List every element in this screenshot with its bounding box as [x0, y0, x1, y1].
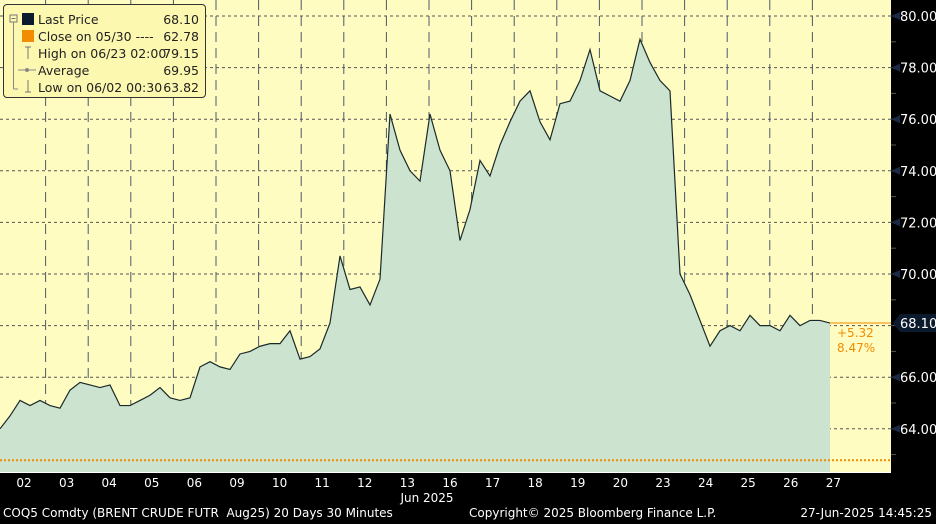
x-tick-label: 06 [187, 476, 202, 490]
price-area [0, 39, 830, 472]
x-tick-label: 27 [826, 476, 841, 490]
y-tick [891, 270, 900, 278]
legend-label: Last Price [38, 12, 99, 27]
x-tick-label: 16 [442, 476, 457, 490]
x-tick-label: 03 [59, 476, 74, 490]
last-price-marker [893, 314, 936, 333]
y-tick-label: 66.00 [900, 371, 936, 386]
legend-value: 62.78 [163, 29, 199, 44]
legend-value: 69.95 [163, 63, 199, 78]
y-tick-label: 76.00 [900, 113, 936, 128]
x-tick-label: 17 [485, 476, 500, 490]
legend-value: 68.10 [163, 12, 199, 27]
x-tick-label: 25 [741, 476, 756, 490]
change-label: +5.32 [837, 326, 874, 340]
x-tick-label: 19 [570, 476, 585, 490]
x-axis-title: Jun 2025 [399, 491, 453, 505]
x-tick-label: 18 [528, 476, 543, 490]
legend: Last Price 68.10 Close on 05/30 ---- 62.78… [3, 4, 206, 98]
close-icon [22, 30, 34, 42]
x-tick-label: 11 [315, 476, 330, 490]
x-tick-label: 26 [783, 476, 798, 490]
legend-label: High on 06/23 02:00 [38, 46, 167, 61]
y-tick [891, 63, 900, 72]
x-tick-label: 12 [357, 476, 372, 490]
legend-close: Close on 05/30 ---- 62.78 [38, 28, 199, 45]
y-tick-label: 80.00 [900, 10, 936, 25]
average-marker-icon [18, 68, 36, 72]
legend-label: Average [38, 63, 90, 78]
y-tick [891, 166, 900, 175]
x-tick-label: 24 [698, 476, 713, 490]
x-tick-label: 10 [272, 476, 287, 490]
y-tick-label: 70.00 [900, 268, 936, 283]
security-description: COQ5 Comdty (BRENT CRUDE FUTR Aug25) 20 … [3, 506, 393, 520]
last-price-icon [22, 13, 34, 25]
legend-value: 63.82 [163, 80, 199, 95]
x-tick-label: 20 [613, 476, 628, 490]
legend-average: Average 69.95 [38, 62, 199, 79]
x-tick-label: 05 [144, 476, 159, 490]
y-tick [891, 218, 900, 227]
legend-label: Close on 05/30 ---- [38, 29, 154, 44]
y-tick-label: 68.10 [900, 317, 936, 332]
legend-low: Low on 06/02 00:30 63.82 [38, 79, 199, 96]
high-marker-icon [25, 46, 31, 59]
legend-value: 79.15 [163, 46, 199, 61]
y-tick [891, 424, 900, 433]
price-line [0, 37, 831, 430]
x-tick-label: 13 [400, 476, 415, 490]
y-tick-label: 72.00 [900, 216, 936, 231]
change-pct-label: 8.47% [837, 341, 875, 355]
legend-tree-icon [9, 14, 18, 90]
y-tick-label: 74.00 [900, 165, 936, 180]
y-tick-label: 64.00 [900, 423, 936, 438]
low-marker-icon [25, 80, 31, 93]
timestamp: 27-Jun-2025 14:45:25 [800, 506, 932, 520]
legend-label: Low on 06/02 00:30 [38, 80, 163, 95]
legend-high: High on 06/23 02:00 79.15 [38, 45, 199, 62]
y-tick [891, 12, 900, 20]
x-tick-label: 04 [102, 476, 117, 490]
x-tick-label: 09 [229, 476, 244, 490]
y-tick [891, 373, 900, 382]
x-tick-label: 23 [655, 476, 670, 490]
y-tick-label: 78.00 [900, 62, 936, 77]
copyright: Copyright© 2025 Bloomberg Finance L.P. [469, 506, 717, 520]
x-tick-label: 02 [16, 476, 31, 490]
legend-last-price: Last Price 68.10 [38, 11, 199, 28]
y-tick [891, 115, 900, 124]
